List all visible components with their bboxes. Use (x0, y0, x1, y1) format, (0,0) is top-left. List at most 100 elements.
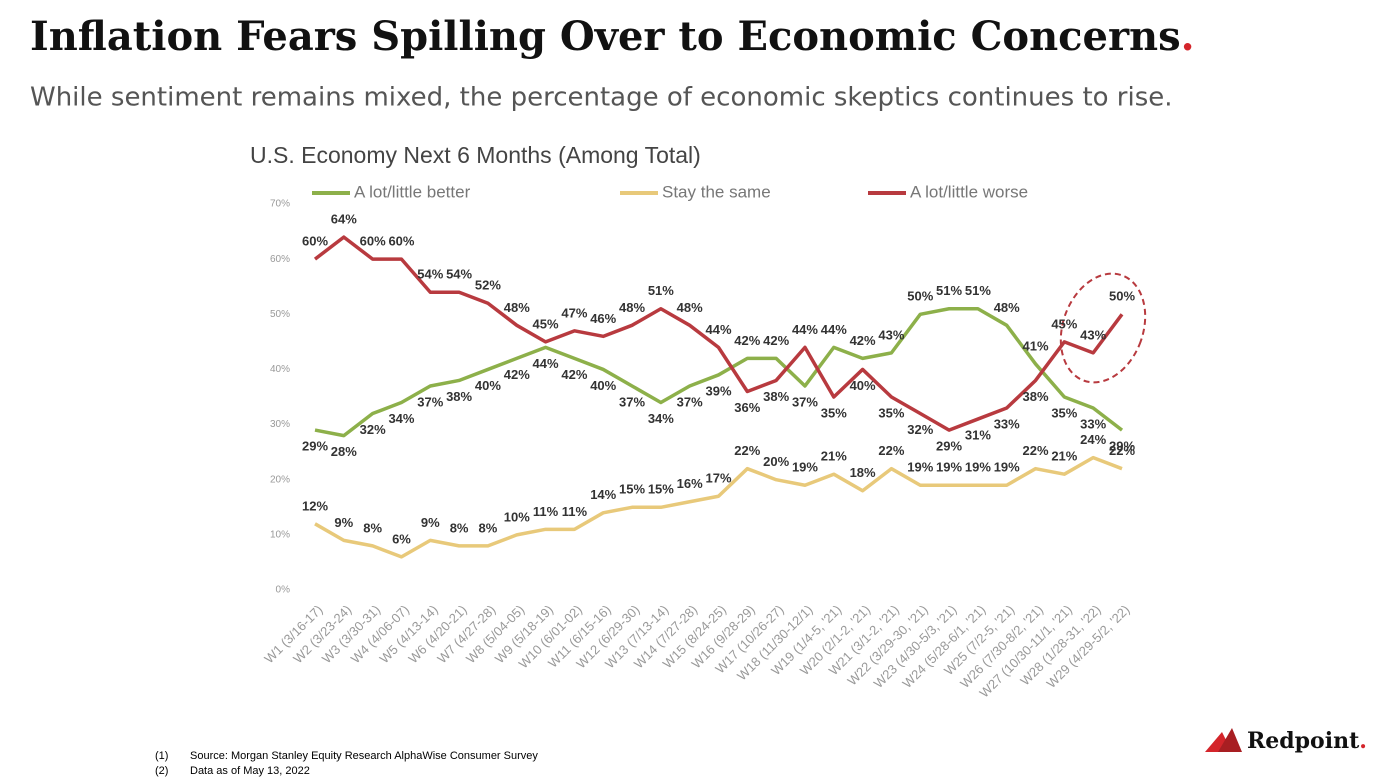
data-label: 15% (648, 482, 674, 497)
series-line (314, 307, 1124, 438)
data-label: 60% (360, 234, 386, 249)
data-label: 33% (1080, 416, 1106, 431)
data-label: 34% (388, 411, 414, 426)
data-label: 9% (421, 515, 440, 530)
data-label: 19% (965, 460, 991, 475)
logo-mark: . (1359, 728, 1367, 754)
data-label: 50% (907, 289, 933, 304)
footnote: Data as of May 13, 2022 (190, 765, 310, 777)
data-label: 54% (446, 267, 472, 282)
data-label: 18% (850, 465, 876, 480)
data-label: 38% (763, 389, 789, 404)
data-label: 43% (878, 327, 904, 342)
logo-shape (1218, 728, 1242, 752)
footnote-num: (1) (155, 750, 168, 762)
footnote-num: (2) (155, 765, 168, 777)
data-label: 40% (590, 378, 616, 393)
data-label: 41% (1023, 338, 1049, 353)
data-label: 11% (562, 504, 588, 519)
data-label: 8% (363, 520, 382, 535)
data-label: 28% (331, 444, 357, 459)
data-label: 9% (334, 515, 353, 530)
data-label: 21% (1051, 449, 1077, 464)
data-label: 17% (705, 471, 731, 486)
data-label: 64% (331, 212, 357, 227)
data-label: 44% (792, 322, 818, 337)
data-label: 35% (1051, 405, 1077, 420)
data-label: 51% (965, 283, 991, 298)
data-label: 50% (1109, 289, 1135, 304)
legend-label: Stay the same (662, 182, 771, 201)
chart-title: U.S. Economy Next 6 Months (Among Total) (250, 142, 701, 168)
series-line (314, 455, 1123, 559)
data-label: 40% (850, 378, 876, 393)
data-label: 36% (734, 400, 760, 415)
data-label: 37% (792, 394, 818, 409)
data-label: 38% (1023, 389, 1049, 404)
data-label: 52% (475, 278, 501, 293)
data-label: 8% (479, 520, 498, 535)
series-line (313, 235, 1124, 432)
data-label: 42% (734, 333, 760, 348)
data-label: 45% (533, 316, 559, 331)
data-label: 22% (878, 443, 904, 458)
legend-label: A lot/little worse (910, 182, 1028, 201)
data-label: 60% (388, 234, 414, 249)
data-label: 29% (936, 439, 962, 454)
data-label: 42% (850, 333, 876, 348)
logo-text: Redpoint. (1247, 728, 1367, 754)
data-label: 15% (619, 482, 645, 497)
footnote: Source: Morgan Stanley Equity Research A… (190, 750, 538, 762)
data-label: 33% (994, 416, 1020, 431)
data-label: 45% (1051, 316, 1077, 331)
legend-label: A lot/little better (354, 182, 471, 201)
logo-word: Redpoint (1247, 728, 1360, 754)
data-label: 22% (1023, 443, 1049, 458)
title-text: Inflation Fears Spilling Over to Economi… (30, 13, 1181, 60)
data-label: 22% (1109, 443, 1135, 458)
data-label: 48% (994, 300, 1020, 315)
data-label: 44% (821, 322, 847, 337)
data-label: 29% (302, 439, 328, 454)
data-label: 14% (590, 487, 616, 502)
data-label: 42% (561, 367, 587, 382)
y-tick-label: 70% (270, 199, 290, 210)
data-label: 37% (417, 394, 443, 409)
data-label: 21% (821, 449, 847, 464)
data-label: 16% (677, 476, 703, 491)
y-tick-label: 0% (276, 585, 291, 596)
slide-title: Inflation Fears Spilling Over to Economi… (30, 13, 1195, 60)
data-label: 19% (792, 460, 818, 475)
title-mark: . (1181, 13, 1195, 60)
data-label: 42% (504, 367, 530, 382)
data-label: 29% (1109, 439, 1135, 454)
logo: Redpoint. (1205, 728, 1367, 754)
data-label: 44% (705, 322, 731, 337)
data-label: 34% (648, 411, 674, 426)
subtitle: While sentiment remains mixed, the perce… (30, 83, 1173, 113)
data-label: 31% (965, 427, 991, 442)
y-tick-label: 40% (270, 364, 290, 375)
y-tick-label: 30% (270, 419, 290, 430)
data-label: 10% (504, 509, 530, 524)
data-label: 40% (475, 378, 501, 393)
data-label: 38% (446, 389, 472, 404)
data-label: 39% (705, 383, 731, 398)
data-label: 32% (360, 422, 386, 437)
data-label: 54% (417, 267, 443, 282)
data-label: 37% (677, 394, 703, 409)
data-label: 35% (878, 405, 904, 420)
y-tick-label: 60% (270, 254, 290, 265)
y-tick-label: 20% (270, 474, 290, 485)
data-label: 51% (936, 283, 962, 298)
data-label: 11% (533, 504, 559, 519)
data-label: 12% (302, 498, 328, 513)
y-tick-label: 10% (270, 529, 290, 540)
data-label: 37% (619, 394, 645, 409)
data-label: 48% (619, 300, 645, 315)
data-label: 6% (392, 531, 411, 546)
data-label: 47% (561, 305, 587, 320)
data-label: 32% (907, 422, 933, 437)
data-label: 35% (821, 405, 847, 420)
